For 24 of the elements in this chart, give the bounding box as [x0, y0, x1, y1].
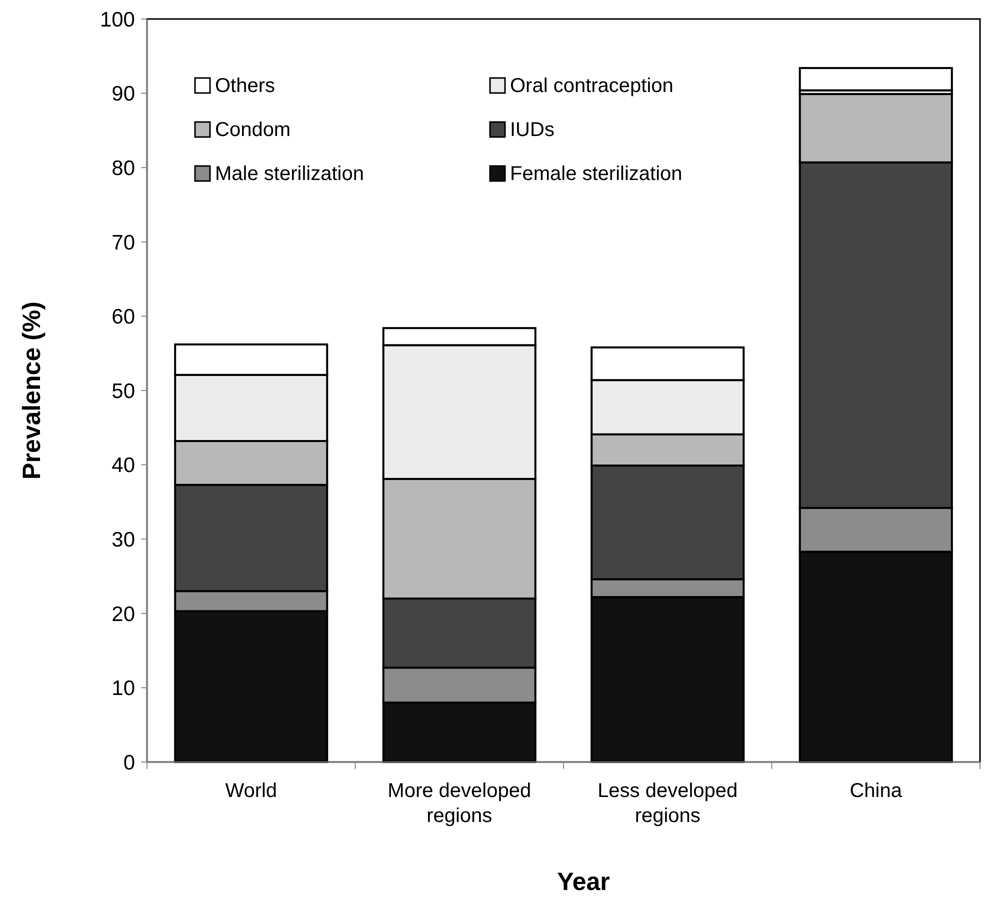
y-axis-title: Prevalence (%) — [18, 302, 46, 480]
legend-label: Male sterilization — [215, 163, 364, 185]
legend-label: Oral contraception — [510, 75, 674, 97]
legend-label: Condom — [215, 119, 291, 141]
y-tick-label: 50 — [112, 380, 135, 403]
x-tick-label: World — [225, 780, 278, 802]
y-tick-label: 20 — [112, 602, 135, 626]
y-tick-label: 80 — [112, 156, 135, 180]
y-tick-label: 10 — [112, 677, 135, 700]
legend-label: Others — [215, 75, 276, 97]
x-tick-label: China — [850, 780, 903, 802]
y-tick-label: 40 — [112, 454, 135, 478]
legend-label: IUDs — [510, 119, 554, 141]
y-tick-label: 0 — [123, 751, 135, 774]
y-tick-label: 90 — [112, 82, 135, 106]
x-tick-label: Less developed regions — [598, 780, 738, 827]
y-tick-label: 60 — [112, 306, 135, 329]
x-axis-title: Year — [557, 868, 610, 896]
y-tick-label: 70 — [112, 231, 135, 254]
y-tick-label: 30 — [112, 528, 135, 552]
bar — [798, 67, 953, 92]
legend-label: Female sterilization — [510, 163, 682, 185]
y-tick-label: 100 — [100, 8, 135, 32]
x-tick-label: More developed regions — [388, 780, 532, 827]
